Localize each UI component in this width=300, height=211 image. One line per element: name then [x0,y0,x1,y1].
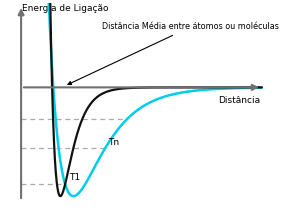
Text: Distância: Distância [218,96,261,105]
Text: Distância Média entre átomos ou moléculas: Distância Média entre átomos ou molécula… [68,22,279,85]
Text: Energia de Ligação: Energia de Ligação [22,4,109,13]
Text: T1: T1 [69,173,80,183]
Text: Tn: Tn [108,138,119,147]
